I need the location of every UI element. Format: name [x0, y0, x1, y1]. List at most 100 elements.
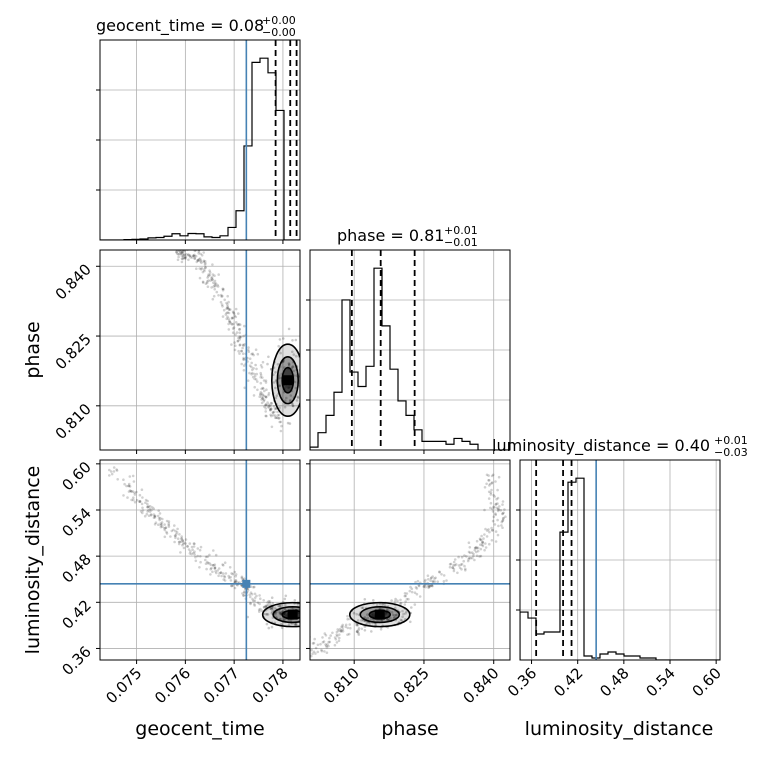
scatter-point	[278, 406, 281, 410]
scatter-point	[349, 626, 352, 630]
scatter-point	[219, 293, 223, 297]
scatter-point	[448, 563, 452, 566]
scatter-point	[180, 537, 183, 540]
scatter-point	[252, 599, 255, 603]
scatter-point	[210, 286, 213, 289]
scatter-point	[252, 585, 255, 589]
scatter-point	[215, 290, 219, 294]
xtick-label-luminosity-distance-2: 0.48	[596, 664, 632, 700]
scatter-point	[260, 392, 264, 395]
scatter-point	[269, 413, 272, 417]
scatter-point	[409, 620, 412, 624]
density-peak	[287, 609, 298, 620]
scatter-point	[175, 532, 178, 536]
scatter-point	[170, 529, 174, 533]
scatter-point	[402, 612, 405, 616]
scatter-point	[271, 609, 275, 612]
panel-frame-2-2	[519, 459, 721, 661]
scatter-point	[193, 257, 197, 261]
scatter-point	[414, 586, 418, 589]
title-phase-sup: +0.01	[444, 224, 478, 237]
scatter-point	[239, 335, 243, 339]
scatter-point	[238, 343, 242, 347]
scatter-point	[175, 531, 179, 534]
scatter-point	[252, 394, 256, 397]
scatter-point	[234, 344, 237, 348]
hist-line-phase	[310, 267, 510, 450]
scatter-point	[206, 560, 209, 564]
scatter-point	[294, 622, 298, 626]
scatter-point	[490, 482, 494, 485]
scatter-point	[460, 562, 464, 566]
scatter-point	[167, 522, 171, 525]
scatter-point	[247, 346, 250, 349]
scatter-point	[159, 525, 163, 529]
scatter-point	[187, 253, 190, 257]
scatter-point	[314, 623, 317, 626]
scatter-point	[178, 250, 181, 253]
scatter-point	[488, 542, 491, 546]
scatter-point	[231, 327, 235, 330]
scatter-point	[493, 495, 497, 498]
scatter-point	[161, 525, 164, 528]
scatter-point	[265, 622, 269, 626]
scatter-point	[200, 261, 203, 265]
scatter-point	[472, 552, 475, 556]
scatter-point	[149, 514, 153, 517]
scatter-point	[452, 564, 455, 567]
scatter-point	[261, 393, 265, 397]
scatter-point	[236, 323, 240, 327]
scatter-point	[269, 404, 272, 407]
scatter-point	[146, 505, 150, 509]
scatter-point	[228, 566, 232, 569]
title-phase-sub: −0.01	[444, 236, 478, 249]
scatter-point	[291, 339, 294, 342]
scatter-point	[267, 406, 270, 409]
scatter-point	[268, 601, 271, 605]
scatter-point	[163, 523, 166, 526]
scatter-point	[340, 629, 343, 632]
scatter-point	[273, 410, 276, 414]
density-panel-geocent-time-vs-phase	[175, 250, 300, 450]
scatter-point	[272, 381, 276, 384]
scatter-point	[395, 613, 398, 617]
scatter-point	[217, 567, 221, 570]
title-luminosity-distance: luminosity_distance = 0.40 +0.01 −0.03	[492, 434, 748, 459]
scatter-point	[327, 640, 331, 644]
scatter-point	[333, 643, 337, 647]
scatter-point	[259, 391, 263, 394]
scatter-point	[264, 414, 268, 418]
scatter-point	[457, 564, 461, 567]
scatter-point	[173, 540, 176, 544]
scatter-point	[227, 317, 230, 320]
scatter-point	[231, 584, 235, 587]
scatter-point	[125, 484, 128, 488]
scatter-point	[451, 566, 454, 569]
scatter-point	[178, 540, 181, 544]
scatter-point	[483, 486, 487, 489]
scatter-point	[143, 514, 147, 518]
scatter-point	[253, 375, 257, 378]
scatter-point	[193, 256, 196, 260]
scatter-point	[206, 280, 209, 283]
scatter-point	[303, 616, 306, 619]
scatter-point	[501, 517, 505, 520]
scatter-point	[251, 368, 254, 372]
scatter-point	[262, 394, 266, 398]
scatter-point	[236, 322, 239, 326]
scatter-point	[341, 630, 345, 633]
scatter-point	[227, 307, 231, 311]
scatter-point	[187, 258, 190, 262]
scatter-point	[265, 414, 268, 418]
scatter-point	[175, 250, 178, 253]
scatter-point	[494, 530, 498, 533]
scatter-point	[246, 379, 250, 383]
scatter-point	[163, 527, 166, 530]
scatter-point	[413, 603, 417, 606]
xtick-label-luminosity-distance-3: 0.54	[642, 664, 678, 700]
scatter-point	[357, 627, 361, 630]
scatter-point	[112, 466, 116, 469]
scatter-point	[127, 482, 131, 486]
scatter-point	[264, 407, 268, 410]
scatter-point	[305, 608, 308, 611]
